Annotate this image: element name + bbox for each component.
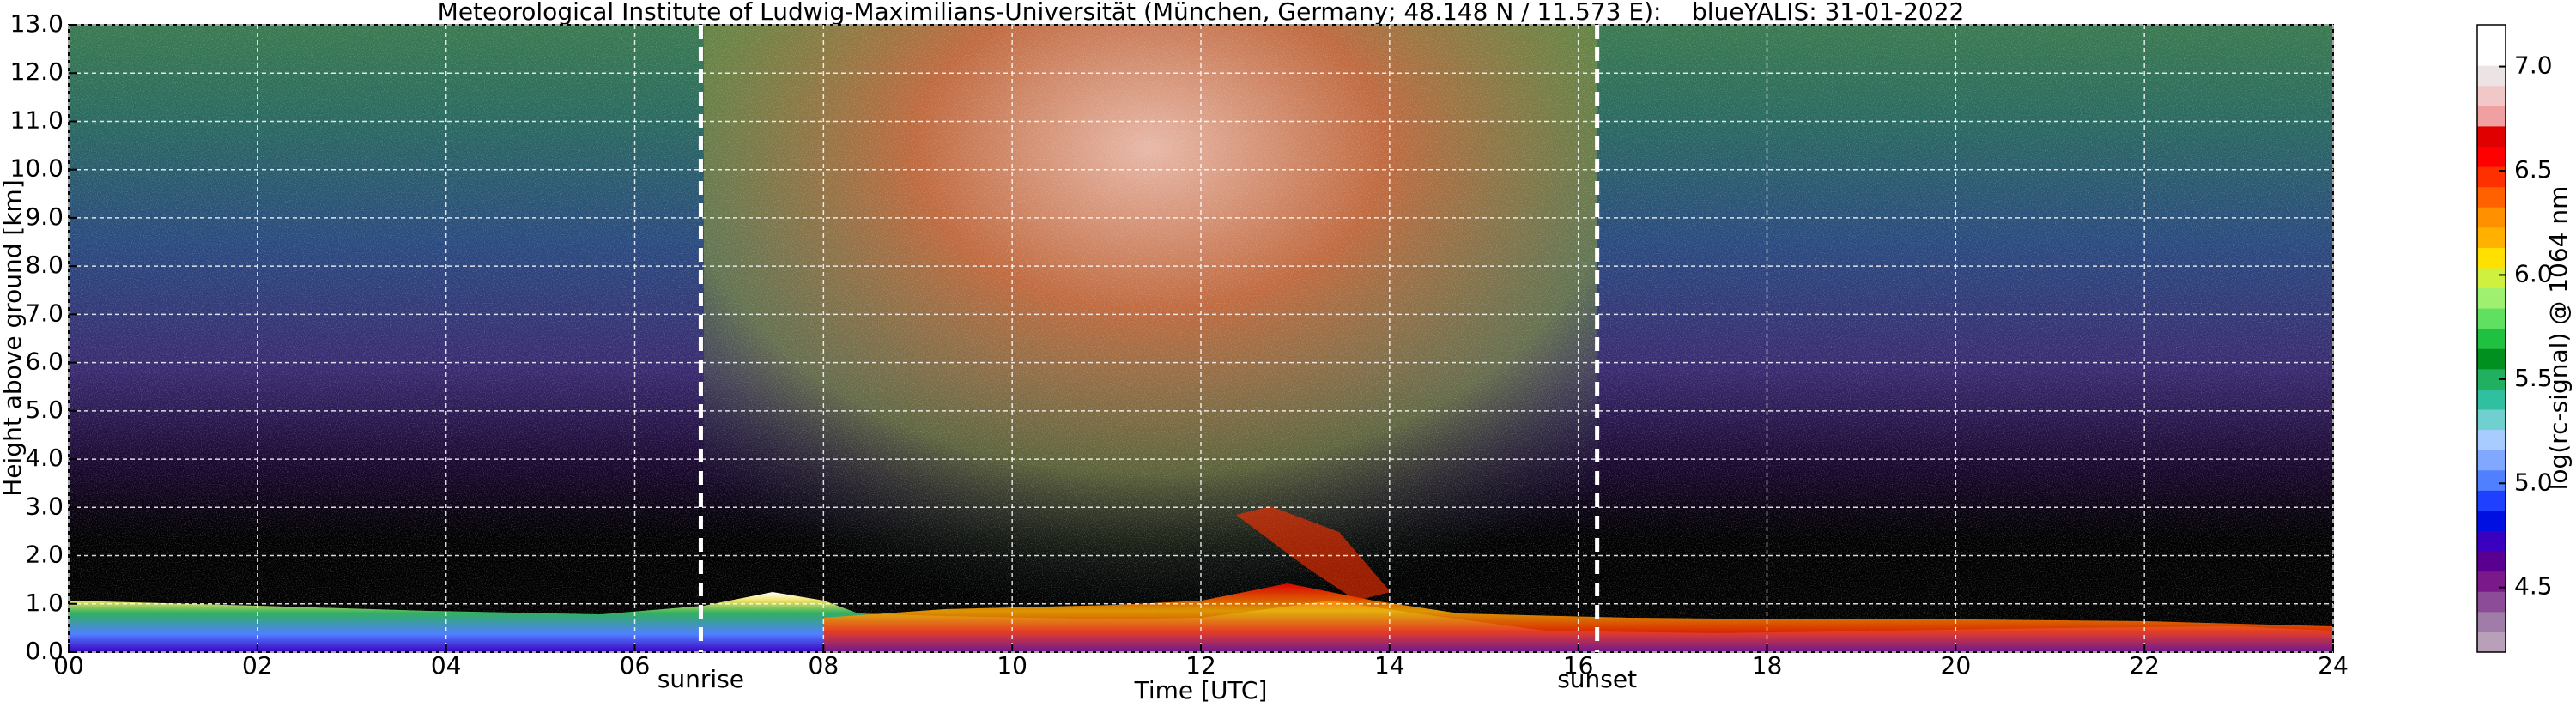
y-tick-label: 13.0 — [10, 9, 64, 38]
colorbar-frame — [2476, 24, 2506, 653]
y-tick-label: 6.0 — [25, 347, 64, 376]
colorbar-swatch — [2477, 429, 2506, 450]
y-tick-label: 11.0 — [10, 106, 64, 134]
colorbar-swatch — [2477, 409, 2506, 431]
y-tick-label: 10.0 — [10, 154, 64, 183]
colorbar-swatch — [2477, 45, 2506, 66]
colorbar-swatch — [2477, 308, 2506, 329]
colorbar-swatch — [2477, 106, 2506, 127]
x-axis-label: Time [UTC] — [1134, 676, 1268, 704]
colorbar-swatch — [2477, 611, 2506, 632]
y-tick-label: 1.0 — [25, 589, 64, 617]
colorbar-tick-label: 6.5 — [2514, 155, 2553, 184]
colorbar-swatch — [2477, 551, 2506, 572]
y-tick-label: 3.0 — [25, 492, 64, 520]
colorbar-swatch — [2477, 186, 2506, 208]
x-tick-label: 20 — [1941, 651, 1972, 680]
colorbar-tick-label: 6.0 — [2514, 259, 2553, 287]
y-tick-label: 4.0 — [25, 444, 64, 472]
colorbar-swatch — [2477, 166, 2506, 188]
colorbar-swatch — [2477, 450, 2506, 471]
chart-title: Meteorological Institute of Ludwig-Maxim… — [438, 0, 1965, 26]
x-tick-label: 04 — [431, 651, 462, 680]
colorbar-swatch — [2477, 146, 2506, 167]
y-tick-label: 0.0 — [25, 637, 64, 665]
y-tick-label: 8.0 — [25, 251, 64, 279]
y-tick-label: 7.0 — [25, 299, 64, 327]
colorbar-swatch — [2477, 65, 2506, 87]
colorbar-swatch — [2477, 631, 2506, 653]
event-label: sunset — [1557, 665, 1637, 693]
x-tick-label: 10 — [997, 651, 1027, 680]
x-tick-label: 14 — [1374, 651, 1405, 680]
colorbar-swatch — [2477, 125, 2506, 147]
x-tick-label: 00 — [53, 651, 84, 680]
colorbar-label: log(rc-signal) @ 1064 nm — [2544, 186, 2573, 491]
colorbar-swatch — [2477, 348, 2506, 370]
colorbar-swatch — [2477, 328, 2506, 349]
colorbar-swatch — [2477, 287, 2506, 309]
colorbar-swatch — [2477, 490, 2506, 511]
y-tick-label: 5.0 — [25, 396, 64, 424]
colorbar-swatch — [2477, 571, 2506, 592]
colorbar-swatch — [2477, 207, 2506, 228]
colorbar-swatch — [2477, 25, 2506, 46]
x-tick-label: 16 — [1563, 651, 1594, 680]
y-tick-label: 2.0 — [25, 541, 64, 569]
colorbar-swatch — [2477, 469, 2506, 491]
y-axis-label: Height above ground [km] — [0, 179, 27, 497]
y-tick-label: 9.0 — [25, 202, 64, 231]
colorbar-swatch — [2477, 389, 2506, 410]
x-tick-label: 22 — [2129, 651, 2160, 680]
colorbar-swatch — [2477, 247, 2506, 269]
colorbar-swatch — [2477, 267, 2506, 289]
x-tick-label: 06 — [620, 651, 651, 680]
x-tick-label: 24 — [2318, 651, 2349, 680]
colorbar-swatch — [2477, 85, 2506, 106]
colorbar-swatch — [2477, 510, 2506, 532]
x-tick-label: 12 — [1185, 651, 1216, 680]
colorbar-swatch — [2477, 227, 2506, 248]
colorbar-tick-label: 5.5 — [2514, 364, 2553, 392]
colorbar-tick-label: 7.0 — [2514, 51, 2553, 80]
x-tick-label: 18 — [1752, 651, 1783, 680]
y-tick-label: 12.0 — [10, 57, 64, 86]
x-tick-label: 02 — [242, 651, 273, 680]
event-label: sunrise — [658, 665, 744, 693]
colorbar-swatch — [2477, 530, 2506, 552]
x-tick-label: 08 — [809, 651, 839, 680]
colorbar-tick-label: 4.5 — [2514, 572, 2553, 601]
colorbar-tick-label: 5.0 — [2514, 468, 2553, 496]
colorbar-swatch — [2477, 591, 2506, 613]
